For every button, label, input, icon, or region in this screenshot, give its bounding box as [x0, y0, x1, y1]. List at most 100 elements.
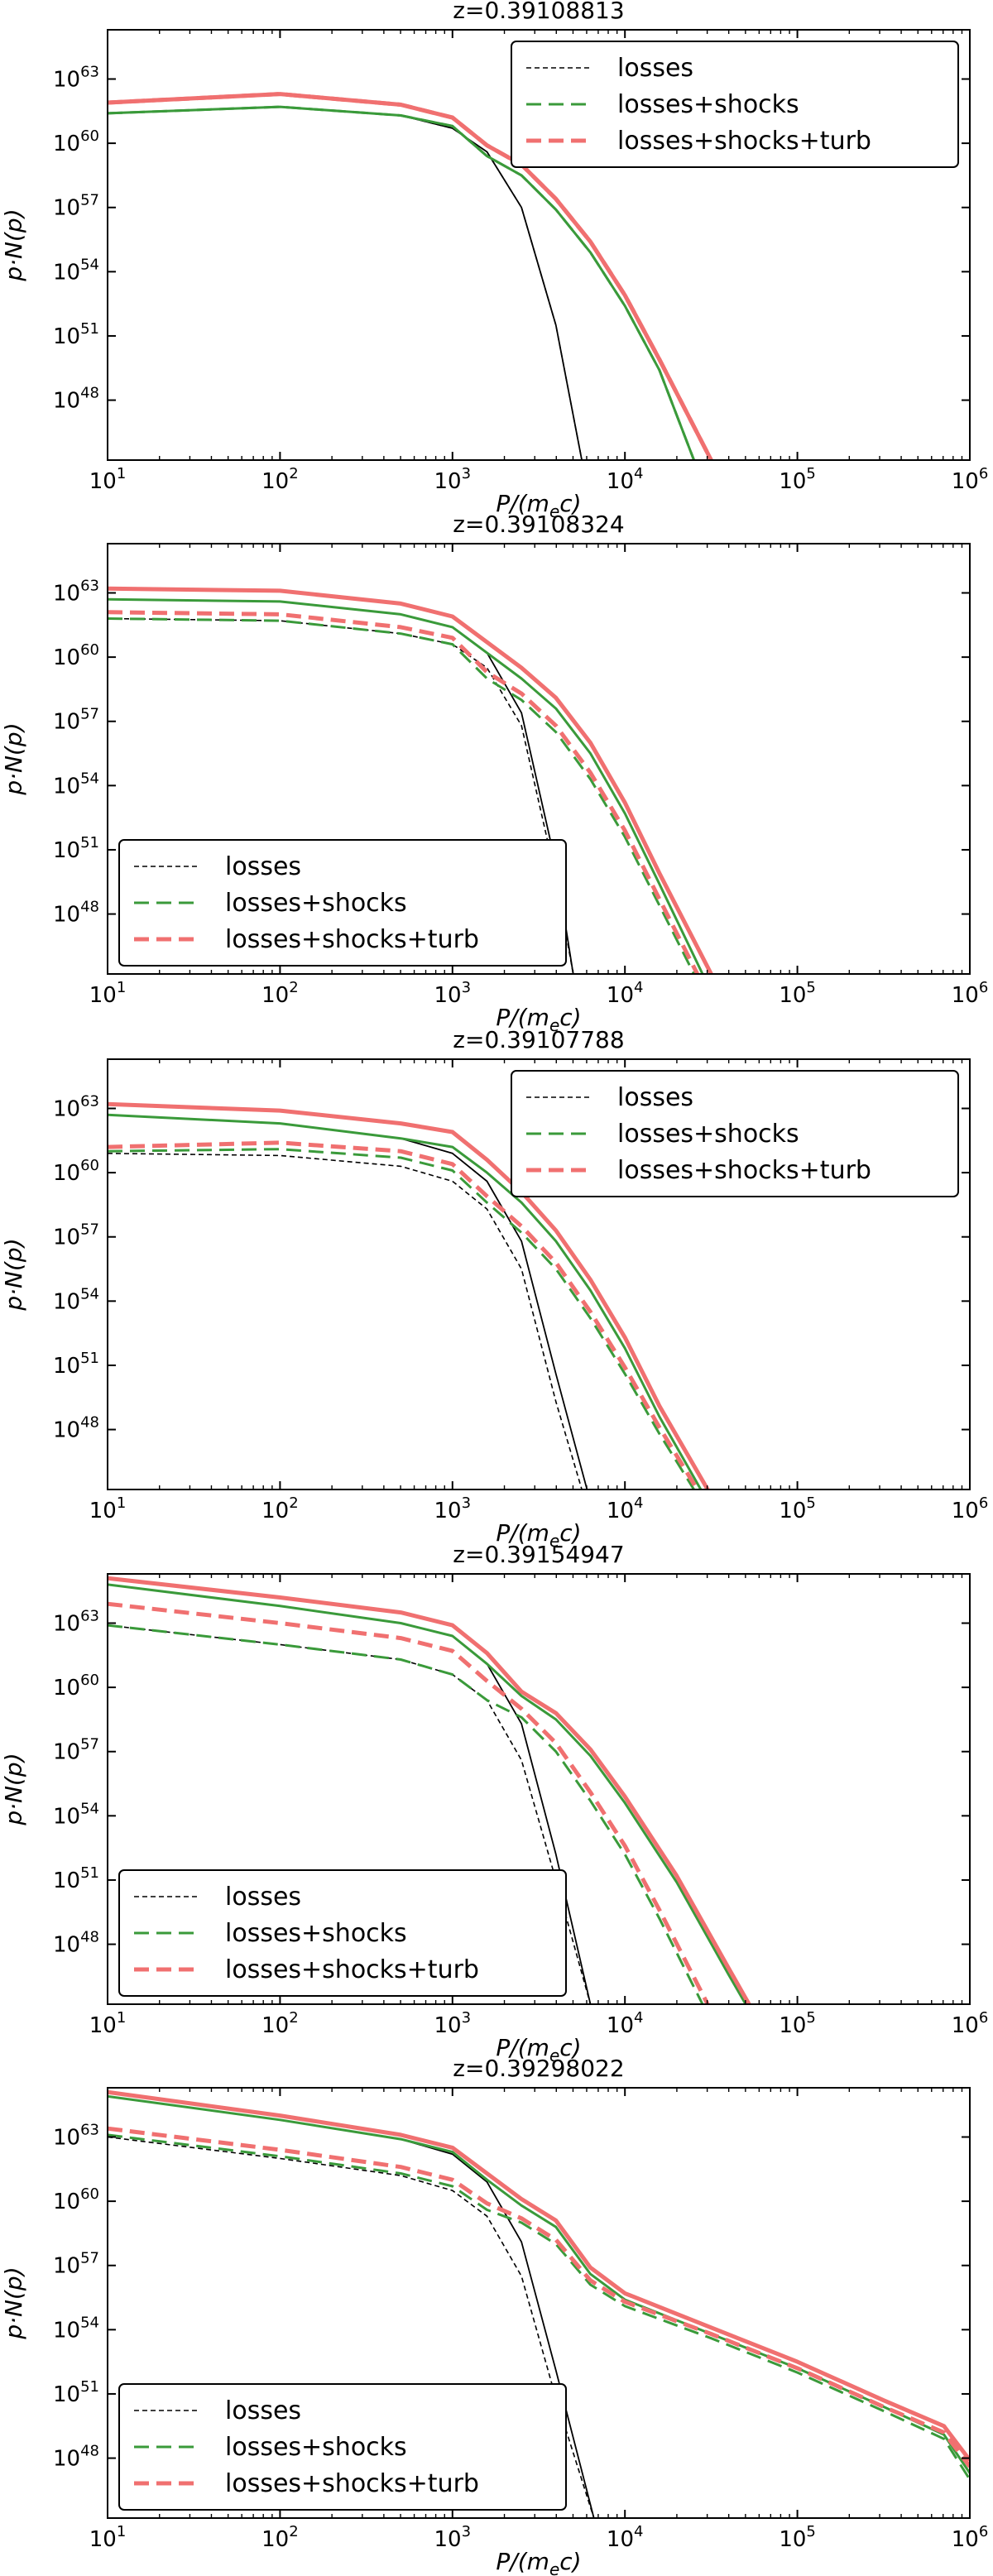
legend-label: losses+shocks [225, 889, 407, 918]
chart-title: z=0.39107788 [453, 1026, 624, 1053]
y-tick-label: 1060 [53, 2185, 99, 2214]
y-tick-label: 1048 [53, 385, 99, 414]
x-tick-label: 104 [607, 1494, 644, 1523]
x-tick-label: 103 [434, 2523, 472, 2552]
legend-label: losses+shocks+turb [617, 1156, 871, 1185]
legend-label: losses [225, 1883, 301, 1912]
y-tick-label: 1057 [53, 2250, 99, 2279]
y-tick-label: 1060 [53, 1672, 99, 1701]
y-axis-label: p·N(p) [0, 2267, 27, 2339]
y-tick-label: 1054 [53, 2314, 99, 2343]
y-tick-label: 1063 [53, 1608, 99, 1637]
y-tick-label: 1051 [53, 1864, 99, 1893]
x-tick-label: 101 [89, 2009, 127, 2038]
plot-frame [107, 1573, 971, 2005]
x-axis-label: P/(mec) [496, 2034, 581, 2065]
x-tick-label: 103 [434, 1494, 472, 1523]
x-axis-label: P/(mec) [496, 490, 581, 521]
plot-frame [107, 2087, 971, 2519]
y-axis-label: p·N(p) [0, 1753, 27, 1825]
plot-frame [107, 1058, 971, 1490]
y-tick-label: 1057 [53, 706, 99, 735]
x-tick-label: 101 [89, 1494, 127, 1523]
chart-panel-5: z=0.39298022 101 102 103 104 105 106 1048 1051 10… [0, 2055, 988, 2576]
x-tick-label: 106 [952, 1494, 989, 1523]
series-line-losses-shocks-turb-dashed [108, 1601, 710, 2004]
y-tick-label: 1060 [53, 127, 99, 156]
legend-label: losses+shocks+turb [225, 1955, 479, 1984]
y-tick-label: 1048 [53, 1929, 99, 1958]
legend: losses losses+shocks losses+shocks+turb [511, 1070, 959, 1197]
x-tick-label: 105 [779, 465, 816, 494]
plot-frame [107, 29, 971, 461]
legend-label: losses [617, 54, 693, 83]
chart-title: z=0.39108324 [453, 511, 624, 538]
series-line-losses-shocks-turb-solid [108, 1576, 751, 2004]
x-axis-label: P/(mec) [496, 1004, 581, 1035]
series-line-losses-dashed [108, 1624, 592, 2004]
series-line-losses-shocks-turb-dashed [108, 1140, 699, 1489]
series-group [108, 2089, 970, 2518]
legend-box [118, 839, 567, 967]
series-line-losses-shocks-solid [108, 1113, 703, 1489]
series-group [108, 586, 713, 974]
y-tick-label: 1048 [53, 1414, 99, 1443]
legend-label: losses+shocks+turb [225, 925, 479, 954]
y-tick-label: 1051 [53, 320, 99, 349]
y-axis-label: p·N(p) [0, 722, 27, 795]
legend-label: losses [225, 2396, 301, 2425]
y-tick-label: 1057 [53, 192, 99, 221]
x-tick-label: 104 [607, 2009, 644, 2038]
y-tick-label: 1051 [53, 1350, 99, 1379]
y-axis-label: p·N(p) [0, 1238, 27, 1311]
series-line-losses-shocks-dashed [108, 1624, 704, 2004]
chart-title: z=0.39154947 [453, 1541, 624, 1568]
legend: losses losses+shocks losses+shocks+turb [118, 839, 567, 967]
legend-label: losses+shocks [225, 1919, 407, 1948]
x-tick-label: 102 [261, 979, 299, 1008]
x-tick-label: 105 [779, 2009, 816, 2038]
legend-label: losses+shocks [617, 1120, 799, 1149]
legend: losses losses+shocks losses+shocks+turb [511, 41, 959, 168]
y-tick-label: 1054 [53, 1285, 99, 1314]
x-axis-label: P/(mec) [496, 2548, 581, 2576]
x-tick-label: 105 [779, 2523, 816, 2552]
x-tick-label: 103 [434, 465, 472, 494]
y-tick-label: 1051 [53, 834, 99, 863]
legend: losses losses+shocks losses+shocks+turb [118, 2383, 567, 2511]
x-tick-label: 102 [261, 2523, 299, 2552]
legend-label: losses [225, 852, 301, 881]
legend: losses losses+shocks losses+shocks+turb [118, 1869, 567, 1997]
x-tick-label: 105 [779, 979, 816, 1008]
y-tick-label: 1063 [53, 2122, 99, 2151]
legend-box [511, 41, 959, 168]
x-tick-label: 103 [434, 2009, 472, 2038]
legend-label: losses+shocks [617, 90, 799, 119]
chart-title: z=0.39108813 [453, 0, 624, 24]
y-tick-label: 1063 [53, 1093, 99, 1122]
x-tick-label: 106 [952, 465, 989, 494]
legend-label: losses+shocks+turb [225, 2469, 479, 2498]
x-tick-label: 102 [261, 2009, 299, 2038]
x-tick-label: 106 [952, 979, 989, 1008]
chart-panel-3: z=0.39107788 101 102 103 104 105 106 1048 1051 10… [0, 1026, 988, 1551]
series-line-losses-shocks-solid [108, 1583, 747, 2004]
y-tick-label: 1048 [53, 899, 99, 928]
series-line-losses-dashed [108, 1153, 583, 1489]
y-tick-label: 1063 [53, 578, 99, 607]
x-tick-label: 103 [434, 979, 472, 1008]
x-axis-label: P/(mec) [496, 1519, 581, 1551]
series-group [108, 1576, 751, 2004]
x-tick-label: 106 [952, 2523, 989, 2552]
y-tick-label: 1051 [53, 2378, 99, 2407]
y-axis-label: p·N(p) [0, 209, 27, 281]
plot-frame [107, 543, 971, 975]
x-tick-label: 101 [89, 2523, 127, 2552]
x-tick-label: 102 [261, 465, 299, 494]
legend-label: losses [617, 1083, 693, 1112]
x-tick-label: 104 [607, 979, 644, 1008]
series-line-losses-shocks-solid [108, 597, 704, 974]
series-line-losses-shocks-dashed [108, 617, 695, 974]
y-tick-label: 1048 [53, 2443, 99, 2472]
chart-panel-1: z=0.39108813 101 102 103 104 105 106 1048 1051 10… [0, 0, 988, 521]
